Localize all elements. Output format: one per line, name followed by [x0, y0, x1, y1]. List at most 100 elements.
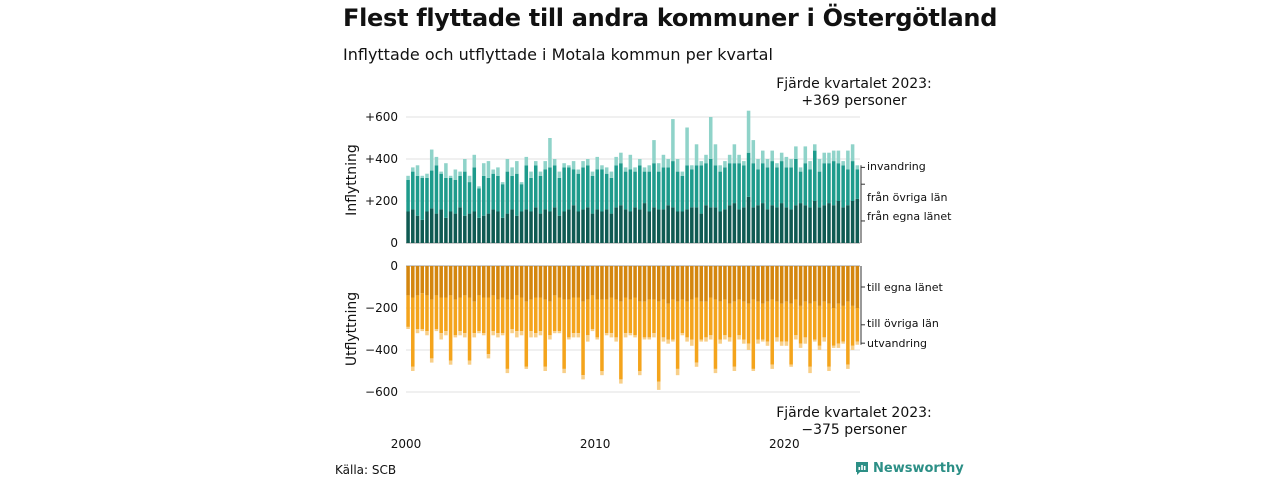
inflow-bar-1: [543, 209, 547, 243]
outflow-bar-2: [680, 299, 685, 334]
outflow-bar-2: [836, 303, 841, 344]
outflow-bar-3: [519, 331, 524, 336]
inflow-bar-3: [817, 159, 822, 172]
outflow-bar-3: [647, 337, 652, 340]
outflow-bar-1: [415, 266, 420, 296]
outflow-bar-1: [458, 266, 462, 298]
inflow-bar-1: [808, 207, 812, 243]
outflow-bar-2: [827, 303, 831, 367]
outflow-bar-2: [751, 299, 756, 369]
outflow-bar-3: [481, 333, 486, 336]
outflow-bar-1: [850, 266, 855, 306]
inflow-bar-2: [538, 175, 543, 214]
inflow-bar-1: [794, 205, 798, 243]
outflow-bar-1: [690, 266, 694, 300]
inflow-bar-2: [675, 171, 680, 212]
inflow-bar-1: [827, 203, 831, 243]
inflow-bar-1: [708, 207, 713, 243]
annotation-top: Fjärde kvartalet 2023: +369 personer: [774, 76, 934, 110]
inflow-bar-2: [813, 150, 817, 201]
inflow-bar-2: [779, 161, 784, 204]
outflow-bar-2: [415, 295, 420, 329]
inflow-bar-1: [472, 211, 477, 243]
outflow-bar-2: [841, 305, 845, 342]
outflow-bar-2: [571, 297, 576, 334]
inflow-bar-3: [586, 159, 590, 166]
inflow-bar-1: [803, 205, 808, 243]
outflow-bar-3: [411, 366, 415, 371]
inflow-bar-1: [477, 217, 481, 243]
inflow-bar-3: [699, 161, 704, 166]
inflow-bar-1: [756, 205, 760, 243]
outflow-bar-2: [798, 305, 803, 344]
inflow-bar-1: [609, 213, 614, 243]
outflow-bar-2: [756, 301, 760, 340]
inflow-bar-1: [500, 217, 505, 243]
inflow-bar-1: [690, 207, 694, 243]
inflow-bar-1: [429, 208, 434, 243]
inflow-bar-3: [779, 152, 784, 162]
outflow-bar-1: [425, 266, 429, 296]
inflow-bar-1: [699, 213, 704, 243]
inflow-bar-3: [614, 156, 618, 166]
inflow-bar-2: [633, 171, 637, 208]
outflow-bar-2: [444, 297, 448, 332]
outflow-bar-3: [694, 362, 699, 367]
inflow-bar-2: [411, 171, 415, 210]
annotation-bottom-line2: −375 personer: [801, 422, 907, 438]
inflow-bar-3: [794, 146, 798, 159]
outflow-bar-3: [723, 335, 727, 340]
inflow-bar-2: [789, 167, 793, 210]
inflow-axis-label: Inflyttning: [344, 144, 360, 216]
inflow-bar-3: [524, 156, 529, 166]
inflow-bar-2: [548, 167, 552, 212]
outflow-bar-2: [420, 293, 425, 329]
outflow-bar-1: [841, 266, 845, 306]
outflow-bar-3: [529, 331, 533, 338]
outflow-bar-1: [406, 266, 410, 296]
outflow-bar-2: [789, 303, 793, 365]
outflow-bar-3: [822, 337, 826, 342]
inflow-bar-2: [453, 180, 458, 214]
chart-title: Flest flyttade till andra kommuner i Öst…: [343, 4, 998, 32]
inflow-bar-2: [477, 188, 481, 218]
inflow-bar-3: [671, 119, 675, 162]
inflow-bar-2: [619, 163, 623, 206]
outflow-bar-1: [666, 266, 670, 304]
outflow-bar-3: [491, 331, 495, 336]
outflow-bar-3: [737, 335, 741, 340]
outflow-bar-1: [444, 266, 448, 298]
inflow-bar-3: [694, 144, 699, 166]
inflow-bar-3: [491, 169, 495, 174]
outflow-bar-1: [652, 266, 656, 300]
inflow-bar-2: [827, 163, 831, 204]
outflow-bar-1: [590, 266, 595, 296]
inflow-bar-2: [586, 165, 590, 208]
inflow-bar-2: [841, 165, 845, 208]
inflow-bar-2: [784, 167, 789, 208]
inflow-bar-3: [732, 144, 737, 164]
outflow-bar-3: [661, 337, 666, 342]
inflow-bar-2: [723, 167, 727, 210]
outflow-bar-2: [760, 303, 765, 340]
outflow-bar-2: [765, 301, 770, 342]
outflow-bar-2: [704, 301, 708, 338]
inflow-bar-1: [519, 211, 524, 243]
annotation-bottom: Fjärde kvartalet 2023: −375 personer: [774, 405, 934, 439]
inflow-bar-2: [557, 177, 562, 216]
inflow-bar-3: [623, 167, 628, 172]
inflow-bar-1: [406, 211, 410, 243]
inflow-bar-2: [770, 161, 774, 206]
outflow-bar-3: [756, 339, 760, 344]
inflow-bar-2: [524, 165, 529, 210]
outflow-bar-3: [586, 335, 590, 342]
outflow-bar-3: [548, 335, 552, 340]
inflow-bar-3: [685, 127, 689, 166]
inflow-bar-1: [671, 207, 675, 243]
inflow-ytick-label: +200: [365, 194, 398, 208]
inflow-bar-2: [732, 163, 737, 204]
outflow-bar-2: [652, 299, 656, 334]
inflow-bar-1: [694, 207, 699, 243]
inflow-bar-3: [831, 150, 836, 162]
outflow-bar-1: [619, 266, 623, 302]
